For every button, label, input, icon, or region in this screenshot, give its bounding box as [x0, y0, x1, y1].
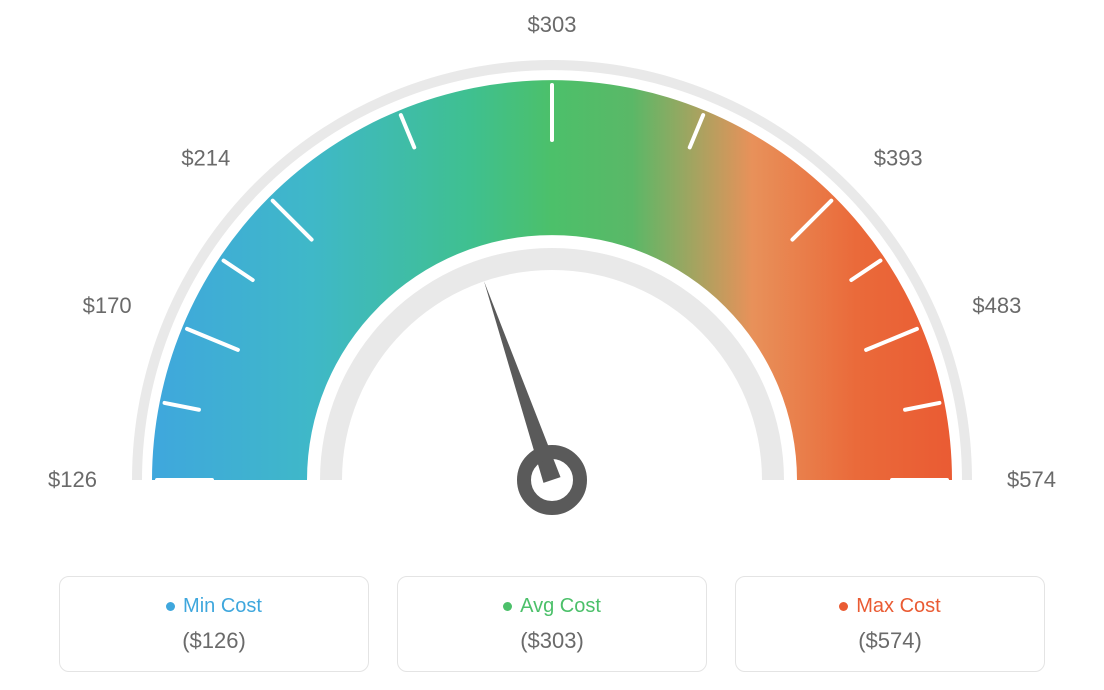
gauge-svg: $126 $170 $214 $303 $393 $483 $574	[0, 0, 1104, 540]
legend-card-min: Min Cost ($126)	[59, 576, 369, 672]
legend-card-avg: Avg Cost ($303)	[397, 576, 707, 672]
svg-text:$214: $214	[181, 145, 230, 170]
legend-dot-max	[839, 602, 848, 611]
legend-title-min: Min Cost	[183, 595, 262, 618]
legend-dot-min	[166, 602, 175, 611]
legend-title-max: Max Cost	[856, 595, 940, 618]
svg-text:$170: $170	[83, 293, 132, 318]
legend-title-row: Max Cost	[839, 595, 940, 618]
legend-card-max: Max Cost ($574)	[735, 576, 1045, 672]
legend-title-row: Min Cost	[166, 595, 262, 618]
svg-text:$574: $574	[1007, 467, 1056, 492]
legend-value-avg: ($303)	[520, 628, 584, 654]
legend-value-max: ($574)	[858, 628, 922, 654]
legend-row: Min Cost ($126) Avg Cost ($303) Max Cost…	[0, 576, 1104, 672]
legend-value-min: ($126)	[182, 628, 246, 654]
svg-text:$483: $483	[972, 293, 1021, 318]
svg-text:$303: $303	[528, 12, 577, 37]
svg-text:$126: $126	[48, 467, 97, 492]
gauge-chart: $126 $170 $214 $303 $393 $483 $574	[0, 0, 1104, 540]
legend-title-row: Avg Cost	[503, 595, 601, 618]
svg-text:$393: $393	[874, 145, 923, 170]
legend-dot-avg	[503, 602, 512, 611]
legend-title-avg: Avg Cost	[520, 595, 601, 618]
